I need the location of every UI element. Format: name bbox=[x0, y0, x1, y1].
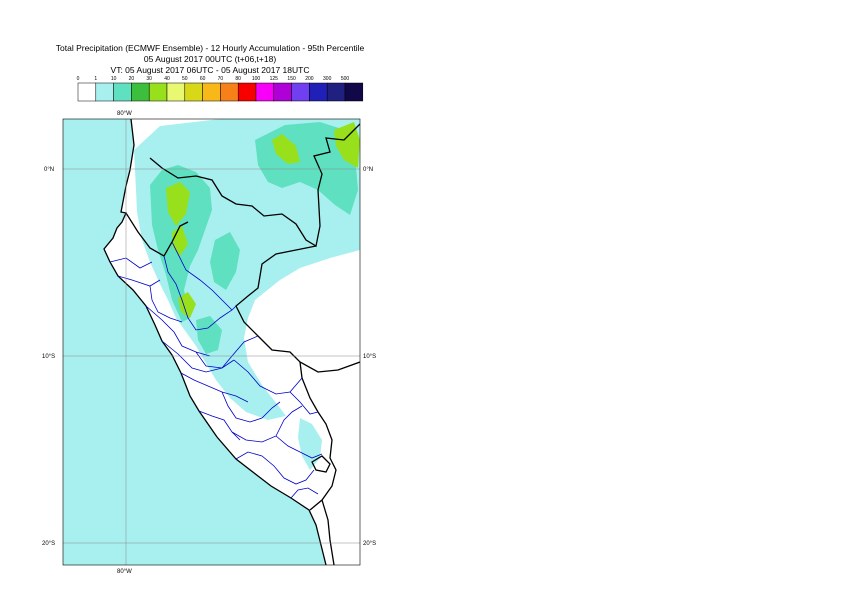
lat-label-0n-left: 0°N bbox=[44, 167, 54, 173]
lon-label-top: 80°W bbox=[117, 111, 132, 117]
region-border-cajamarca bbox=[149, 285, 183, 323]
heavy-rain-core-3 bbox=[178, 292, 196, 318]
coastline bbox=[103, 119, 360, 565]
lat-label-0n-right: 0°N bbox=[363, 167, 373, 173]
lat-label-10s-left: 10°S bbox=[42, 354, 55, 360]
region-border-huanuco bbox=[195, 335, 259, 369]
heavy-rain-core-5 bbox=[272, 134, 300, 164]
lat-label-20s-right: 20°S bbox=[363, 541, 376, 547]
rain-patch-northwest bbox=[63, 119, 112, 160]
region-border-moquegua-tacna bbox=[290, 487, 319, 499]
map-frame bbox=[62, 118, 361, 566]
lake-titicaca bbox=[311, 455, 331, 473]
moderate-rain-selva bbox=[196, 316, 222, 354]
region-border-lalibertad bbox=[145, 305, 211, 357]
south-america-coastline bbox=[103, 119, 327, 565]
region-border-junin bbox=[221, 391, 281, 423]
region-border-ica-huancavelica bbox=[198, 410, 241, 441]
region-border-cusco bbox=[275, 435, 323, 459]
region-border-piura-lambayeque bbox=[117, 275, 161, 287]
region-border-amazonas bbox=[163, 255, 237, 331]
base-time: 05 August 2017 00UTC (t+06,t+18) bbox=[143, 54, 277, 64]
region-border-ucayali bbox=[233, 359, 303, 395]
national-border-peru-bolivia bbox=[299, 361, 337, 511]
lon-label-bottom: 80°W bbox=[117, 569, 132, 575]
region-border-loreto-sanmartin bbox=[171, 241, 233, 311]
region-border-tumbes-piura bbox=[109, 257, 153, 269]
lat-label-10s-right: 10°S bbox=[363, 354, 376, 360]
graticule bbox=[63, 119, 360, 565]
national-border-peru-brazil bbox=[235, 245, 360, 373]
precipitation-fields bbox=[63, 119, 360, 565]
rain-patch-south-highlands bbox=[298, 418, 322, 470]
valid-time: VT: 05 August 2017 06UTC - 05 August 201… bbox=[110, 65, 310, 75]
national-border-colombia-ecuador bbox=[149, 123, 360, 248]
lat-label-20s-left: 20°S bbox=[42, 541, 55, 547]
region-border-madre-de-dios bbox=[289, 391, 319, 415]
region-border-ancash bbox=[161, 340, 235, 373]
rain-patch-chile-coast bbox=[63, 360, 165, 565]
region-border-lima-pasco bbox=[180, 372, 249, 403]
national-border-bolivia-chile bbox=[321, 499, 335, 565]
chart-title: Total Precipitation (ECMWF Ensemble) - 1… bbox=[55, 43, 365, 53]
heavy-rain-core-1 bbox=[166, 182, 190, 226]
region-border-apurimac-arequipa bbox=[235, 451, 315, 485]
heavy-rain-core-4 bbox=[334, 122, 360, 168]
moderate-rain-central bbox=[210, 232, 240, 290]
peru-region-borders bbox=[109, 241, 323, 499]
